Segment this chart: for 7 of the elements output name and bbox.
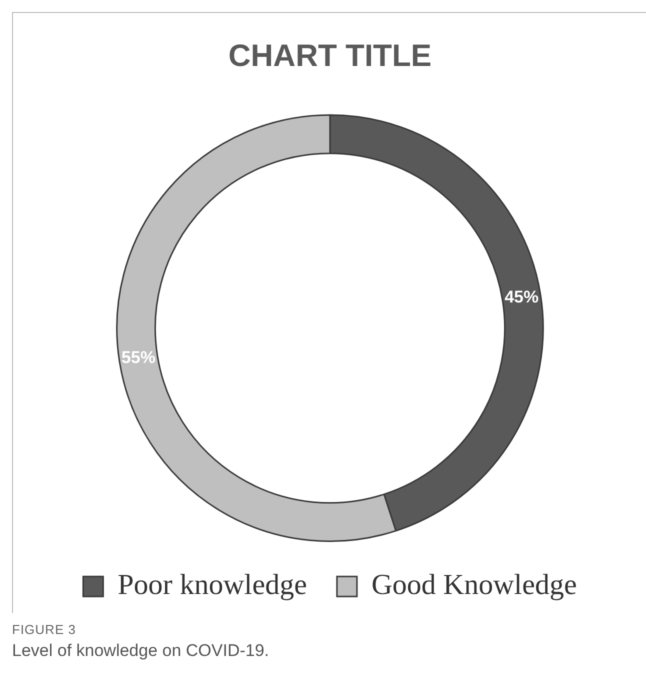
text: Level of knowledge on COVID-19.: [12, 641, 270, 661]
data-label: 55%: [121, 348, 156, 368]
data-label: 45%: [504, 287, 539, 306]
chart-title: CHART TITLE: [228, 38, 432, 74]
legend-label: Good Knowledge: [371, 569, 577, 602]
legend-label: Poor knowledge: [118, 569, 307, 602]
caption: FIGURE 3: [12, 622, 77, 637]
